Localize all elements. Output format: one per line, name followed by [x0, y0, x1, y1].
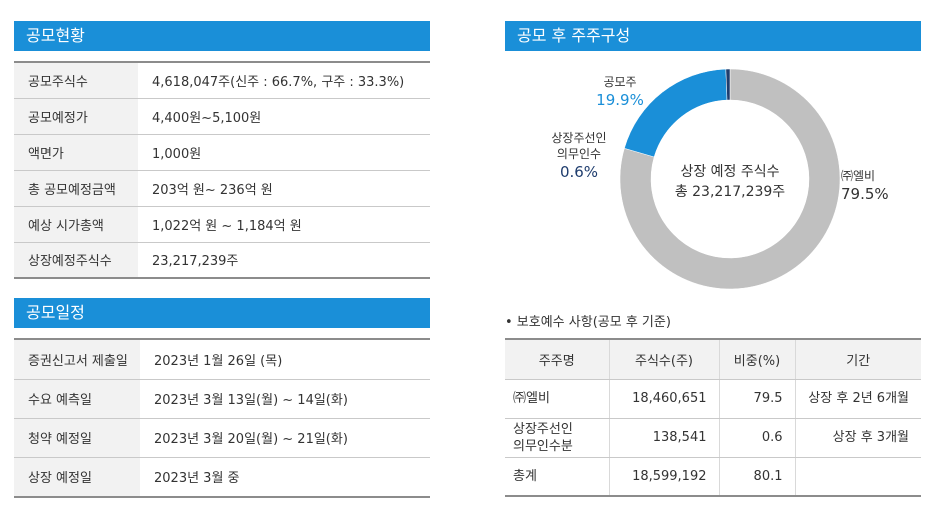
table-row: 총 공모예정금액 203억 원~ 236억 원: [14, 170, 430, 207]
table-row: 청약 예정일 2023년 3월 20일(월) ~ 21일(화): [14, 418, 430, 458]
row-label: 총 공모예정금액: [14, 170, 138, 207]
cell-shares: 18,599,192: [609, 457, 720, 497]
row-value: 4,618,047주(신주 : 66.7%, 구주 : 33.3%): [138, 61, 430, 99]
lockup-name-line2: 의무인수: [556, 147, 602, 161]
composition-section-title: 공모 후 주주구성: [505, 21, 921, 51]
table-row: 상장예정주식수 23,217,239주: [14, 242, 430, 279]
table-row: 총계 18,599,192 80.1: [505, 457, 921, 497]
header-name: 주주명: [505, 338, 610, 380]
cell-ratio: 79.5: [719, 379, 796, 419]
row-value: 23,217,239주: [138, 242, 430, 279]
public-offering-label: 공모주 19.9%: [585, 74, 655, 110]
table-row: 증권신고서 제출일 2023년 1월 26일 (목): [14, 338, 430, 380]
row-value: 4,400원~5,100원: [138, 98, 430, 135]
cell-period: 상장 후 2년 6개월: [795, 379, 921, 419]
row-value: 2023년 3월 20일(월) ~ 21일(화): [140, 418, 430, 458]
public-offering-value: 19.9%: [596, 91, 644, 109]
offering-table: 공모주식수 4,618,047주(신주 : 66.7%, 구주 : 33.3%) …: [14, 61, 430, 279]
table-header-row: 주주명 주식수(주) 비중(%) 기간: [505, 338, 921, 380]
row-label: 수요 예측일: [14, 379, 140, 419]
cell-name-line2: 의무인수분: [513, 438, 573, 454]
row-value: 2023년 3월 13일(월) ~ 14일(화): [140, 379, 430, 419]
table-row: 공모예정가 4,400원~5,100원: [14, 98, 430, 135]
public-offering-name: 공모주: [603, 75, 637, 89]
row-label: 예상 시가총액: [14, 206, 138, 243]
holder-value: 79.5%: [841, 185, 889, 203]
cell-name: ㈜엘비: [505, 379, 610, 419]
cell-ratio: 0.6: [719, 418, 796, 458]
cell-shares: 138,541: [609, 418, 720, 458]
header-period: 기간: [795, 338, 921, 380]
schedule-table: 증권신고서 제출일 2023년 1월 26일 (목) 수요 예측일 2023년 3월…: [14, 338, 430, 498]
table-row: 예상 시가총액 1,022억 원 ~ 1,184억 원: [14, 206, 430, 243]
cell-name: 총계: [505, 457, 610, 497]
donut-hole: [651, 100, 809, 258]
lockup-note: • 보호예수 사항(공모 후 기준): [505, 315, 671, 330]
center-line1: 상장 예정 주식수: [680, 164, 780, 180]
donut-chart: [619, 68, 841, 290]
table-row: 수요 예측일 2023년 3월 13일(월) ~ 14일(화): [14, 379, 430, 419]
row-label: 증권신고서 제출일: [14, 338, 140, 380]
table-row: 상장주선인 의무인수분 138,541 0.6 상장 후 3개월: [505, 418, 921, 458]
lockup-table: 주주명 주식수(주) 비중(%) 기간 ㈜엘비 18,460,651 79.5 …: [505, 338, 921, 497]
table-row: ㈜엘비 18,460,651 79.5 상장 후 2년 6개월: [505, 379, 921, 419]
table-row: 공모주식수 4,618,047주(신주 : 66.7%, 구주 : 33.3%): [14, 61, 430, 99]
row-value: 1,000원: [138, 134, 430, 171]
row-value: 1,022억 원 ~ 1,184억 원: [138, 206, 430, 243]
cell-shares: 18,460,651: [609, 379, 720, 419]
offering-section-title: 공모현황: [14, 21, 430, 51]
holder-label: ㈜엘비 79.5%: [841, 168, 901, 204]
row-value: 203억 원~ 236억 원: [138, 170, 430, 207]
row-label: 공모예정가: [14, 98, 138, 135]
row-value: 2023년 1월 26일 (목): [140, 338, 430, 380]
donut-chart-area: 공모주 19.9% 상장주선인 의무인수 0.6% ㈜엘비 79.5% 상장 예…: [505, 56, 925, 301]
cell-ratio: 80.1: [719, 457, 796, 497]
lockup-label: 상장주선인 의무인수 0.6%: [539, 130, 619, 182]
row-label: 액면가: [14, 134, 138, 171]
cell-name: 상장주선인 의무인수분: [505, 418, 610, 458]
row-label: 청약 예정일: [14, 418, 140, 458]
cell-name-line1: 상장주선인: [513, 421, 573, 437]
row-label: 공모주식수: [14, 61, 138, 99]
holder-name: ㈜엘비: [841, 169, 876, 183]
header-ratio: 비중(%): [719, 338, 796, 380]
row-label: 상장예정주식수: [14, 242, 138, 279]
cell-period: [795, 457, 921, 497]
table-row: 상장 예정일 2023년 3월 중: [14, 457, 430, 498]
row-label: 상장 예정일: [14, 457, 140, 498]
lockup-name-line1: 상장주선인: [551, 131, 607, 145]
schedule-section-title: 공모일정: [14, 298, 430, 328]
donut-center-text: 상장 예정 주식수 총 23,217,239주: [655, 162, 805, 202]
center-line2: 총 23,217,239주: [674, 184, 786, 200]
row-value: 2023년 3월 중: [140, 457, 430, 498]
table-row: 액면가 1,000원: [14, 134, 430, 171]
cell-period: 상장 후 3개월: [795, 418, 921, 458]
lockup-value: 0.6%: [559, 163, 599, 181]
header-shares: 주식수(주): [609, 338, 720, 380]
